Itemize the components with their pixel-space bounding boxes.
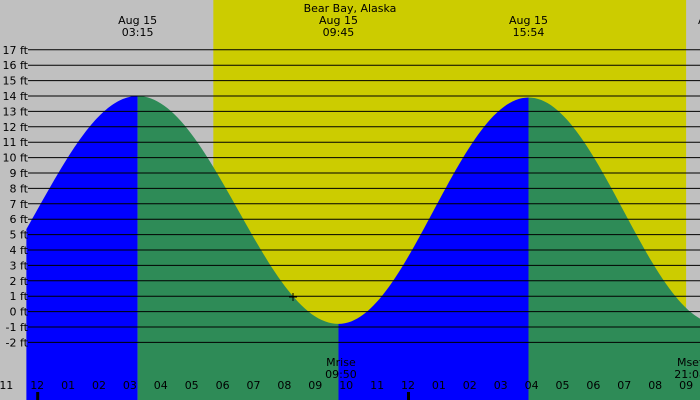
x-tick-label: 03 <box>494 379 508 392</box>
tide-event-date: Aug 15 <box>118 14 157 27</box>
moon-event-time: 09:50 <box>325 368 357 381</box>
y-tick-label: 11 ft <box>3 136 29 149</box>
x-tick-label: 01 <box>432 379 446 392</box>
tide-event-date: Aug 15 <box>319 14 358 27</box>
y-tick-label: 0 ft <box>10 306 29 319</box>
y-tick-label: 14 ft <box>3 90 29 103</box>
tide-event-date: Aug 15 <box>509 14 548 27</box>
y-tick-label: 17 ft <box>3 44 29 57</box>
y-tick-label: 7 ft <box>10 198 29 211</box>
edge-header-fragment: A <box>698 14 700 27</box>
x-tick-label: 11 <box>370 379 384 392</box>
x-tick-label: 04 <box>154 379 168 392</box>
y-tick-label: 5 ft <box>10 229 29 242</box>
x-tick-label: 02 <box>92 379 106 392</box>
y-tick-label: 6 ft <box>10 213 29 226</box>
x-tick-label: 04 <box>525 379 539 392</box>
y-tick-label: -2 ft <box>6 336 29 349</box>
y-tick-label: -1 ft <box>6 321 29 334</box>
x-tick-label: 01 <box>61 379 75 392</box>
rising-tide-area <box>26 96 138 400</box>
y-tick-label: 8 ft <box>10 182 29 195</box>
x-tick-label: 09 <box>679 379 693 392</box>
y-tick-label: 9 ft <box>10 167 29 180</box>
x-tick-label: 10 <box>339 379 353 392</box>
x-tick-label: 07 <box>247 379 261 392</box>
y-tick-label: 10 ft <box>3 152 29 165</box>
moon-event-label: Mrise <box>326 356 356 369</box>
x-tick-label: 02 <box>463 379 477 392</box>
x-axis-tick-mark <box>36 392 40 400</box>
y-tick-label: 2 ft <box>10 275 29 288</box>
x-tick-label: 11 <box>0 379 13 392</box>
y-tick-label: 1 ft <box>10 290 29 303</box>
x-tick-label: 05 <box>556 379 570 392</box>
x-tick-label: 07 <box>617 379 631 392</box>
y-tick-label: 3 ft <box>10 259 29 272</box>
falling-tide-area <box>137 96 339 400</box>
y-tick-label: 16 ft <box>3 59 29 72</box>
x-tick-label: 03 <box>123 379 137 392</box>
x-tick-label: 06 <box>216 379 230 392</box>
x-tick-label: 05 <box>185 379 199 392</box>
moon-event-time: 21:08 <box>674 368 700 381</box>
y-tick-label: 15 ft <box>3 75 29 88</box>
x-tick-label: 08 <box>648 379 662 392</box>
tide-event-time: 03:15 <box>122 26 154 39</box>
x-tick-label: 12 <box>401 379 415 392</box>
x-tick-label: 12 <box>30 379 44 392</box>
x-tick-label: 06 <box>586 379 600 392</box>
y-tick-label: 12 ft <box>3 121 29 134</box>
chart-title: Bear Bay, Alaska <box>304 2 397 15</box>
x-axis-tick-mark <box>407 392 410 400</box>
y-tick-label: 4 ft <box>10 244 29 257</box>
x-tick-label: 09 <box>308 379 322 392</box>
tide-event-time: 09:45 <box>323 26 355 39</box>
x-tick-label: 08 <box>277 379 291 392</box>
tide-event-time: 15:54 <box>513 26 545 39</box>
moon-event-label: Mset <box>677 356 700 369</box>
y-tick-label: 13 ft <box>3 105 29 118</box>
